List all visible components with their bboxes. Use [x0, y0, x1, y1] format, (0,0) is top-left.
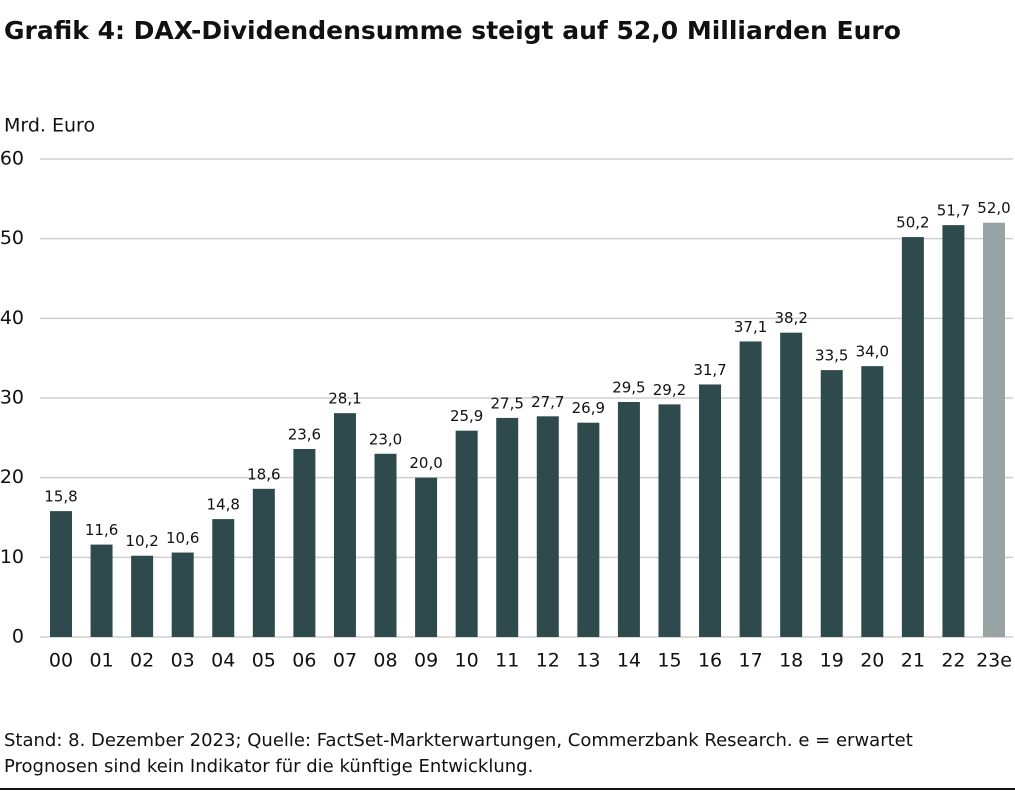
bar [983, 222, 1005, 637]
value-label: 14,8 [207, 496, 240, 514]
bar [901, 237, 924, 637]
bar [536, 416, 559, 637]
bar [131, 555, 154, 637]
y-tick-label: 60 [0, 148, 24, 170]
value-label: 29,2 [653, 381, 686, 399]
bar [658, 404, 681, 637]
bar [820, 370, 843, 637]
value-label: 11,6 [85, 521, 118, 539]
bar [90, 544, 113, 637]
x-tick-label: 19 [820, 650, 844, 672]
value-label: 34,0 [856, 343, 889, 361]
value-label: 28,1 [328, 390, 361, 408]
bar [374, 453, 397, 637]
bar [333, 413, 356, 637]
y-tick-label: 50 [0, 227, 24, 249]
value-label: 23,6 [288, 425, 321, 443]
bar [415, 477, 438, 637]
x-tick-label: 01 [89, 650, 113, 672]
x-tick-label: 08 [373, 650, 397, 672]
x-tick-label: 09 [414, 650, 438, 672]
bar [942, 225, 965, 637]
value-label: 33,5 [815, 347, 848, 365]
value-label: 27,7 [531, 393, 564, 411]
x-tick-label: 11 [495, 650, 519, 672]
bar [699, 384, 722, 637]
value-label: 23,0 [369, 430, 402, 448]
value-label: 29,5 [612, 378, 645, 396]
x-tick-label: 03 [171, 650, 195, 672]
bar [617, 401, 640, 637]
bar [739, 341, 762, 637]
x-tick-label: 06 [292, 650, 316, 672]
x-tick-label: 22 [941, 650, 965, 672]
x-tick-label: 16 [698, 650, 722, 672]
x-tick-label: 21 [901, 650, 925, 672]
value-label: 20,0 [409, 454, 442, 472]
bar [171, 552, 194, 637]
value-label: 10,2 [125, 532, 158, 550]
value-label: 18,6 [247, 465, 280, 483]
x-tick-label: 18 [779, 650, 803, 672]
y-tick-label: 30 [0, 387, 24, 409]
x-tick-label: 05 [252, 650, 276, 672]
value-label: 15,8 [44, 488, 77, 506]
bar [780, 332, 803, 637]
chart-title: Grafik 4: DAX-Dividendensumme steigt auf… [4, 16, 901, 45]
value-label: 27,5 [491, 394, 524, 412]
x-tick-label: 13 [576, 650, 600, 672]
y-tick-label: 0 [12, 626, 24, 648]
bar [293, 448, 316, 637]
x-tick-label: 17 [739, 650, 763, 672]
x-tick-label: 15 [657, 650, 681, 672]
bar [50, 511, 72, 637]
x-tick-label: 12 [536, 650, 560, 672]
value-label: 50,2 [896, 214, 929, 232]
bar [212, 519, 235, 637]
bar [252, 488, 275, 637]
value-label: 51,7 [937, 202, 970, 220]
x-tick-label: 10 [455, 650, 479, 672]
x-tick-label: 02 [130, 650, 154, 672]
value-label: 26,9 [572, 399, 605, 417]
value-label: 37,1 [734, 318, 767, 336]
x-tick-label: 23e [976, 650, 1012, 672]
bar [455, 430, 478, 637]
value-label: 38,2 [774, 309, 807, 327]
y-tick-label: 20 [0, 466, 24, 488]
y-tick-label: 10 [0, 546, 24, 568]
value-label: 52,0 [977, 199, 1010, 217]
bar [861, 366, 884, 637]
x-tick-label: 14 [617, 650, 641, 672]
value-label: 10,6 [166, 529, 199, 547]
footnote: Prognosen sind kein Indikator für die kü… [4, 756, 533, 777]
x-tick-label: 04 [211, 650, 235, 672]
x-tick-label: 07 [333, 650, 357, 672]
value-label: 25,9 [450, 407, 483, 425]
bar [496, 417, 519, 637]
footnote: Stand: 8. Dezember 2023; Quelle: FactSet… [4, 730, 913, 751]
y-axis-label: Mrd. Euro [4, 115, 95, 137]
bar [577, 422, 600, 637]
value-label: 31,7 [693, 361, 726, 379]
y-tick-label: 40 [0, 307, 24, 329]
x-tick-label: 00 [49, 650, 73, 672]
x-tick-label: 20 [860, 650, 884, 672]
